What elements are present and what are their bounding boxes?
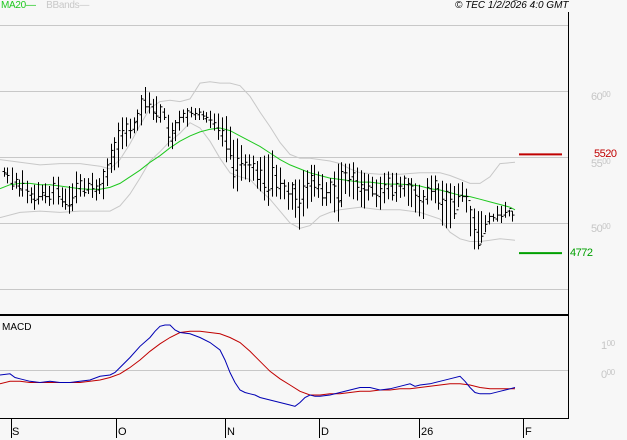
macd-panel-title: MACD [2, 322, 32, 333]
macd-lines [0, 324, 516, 407]
x-axis-label-feb: F [525, 426, 532, 438]
price-axis-label-6000: 6000 [591, 90, 611, 103]
price-axis-label-5500: 5500 [591, 157, 611, 170]
legend-ma20-label: MA20 [1, 0, 26, 11]
price-axis-label-sup: 00 [602, 90, 611, 99]
price-axis-label-main: 50 [591, 223, 603, 235]
x-axis-label-nov: N [227, 426, 235, 438]
support-level-label: 4772 [570, 247, 593, 259]
macd-axis-label-main: 0 [601, 369, 607, 381]
price-axis-label-main: 55 [591, 158, 603, 170]
price-axis-label-sup: 00 [602, 222, 611, 231]
x-axis-label-dec: D [321, 426, 329, 438]
price-axis-label-sup: 00 [602, 157, 611, 166]
copyright-timestamp: © TEC 1/2/2026 4:0 GMT [455, 0, 569, 11]
resistance-level-label: 5520 [594, 148, 617, 160]
x-axis-label-2026: 26 [421, 426, 434, 438]
price-levels [519, 153, 562, 255]
legend-bbands-swatch: — [79, 0, 90, 11]
legend-ma20: MA20— [1, 0, 36, 11]
macd-axis-label-sup: 00 [606, 339, 615, 348]
macd-axis-label-main: 1 [601, 340, 607, 352]
macd-axis-label-1: 100 [601, 339, 615, 352]
ohlc-bars [2, 0, 518, 250]
x-axis-label-sep: S [12, 426, 20, 438]
macd-axis-label-0: 000 [601, 368, 615, 381]
ma20-line [0, 127, 516, 211]
chart-legend: MA20— BBands— [1, 0, 89, 11]
chart-frame [0, 12, 569, 438]
legend-bbands: BBands— [46, 0, 89, 11]
macd-axis-label-sup: 00 [606, 368, 615, 377]
x-axis-label-oct: O [118, 426, 127, 438]
legend-ma20-swatch: — [25, 0, 36, 11]
legend-bbands-label: BBands [46, 0, 80, 11]
price-axis-label-main: 60 [591, 91, 603, 103]
price-axis-label-5000: 5000 [591, 222, 611, 235]
price-gridlines [0, 25, 568, 371]
